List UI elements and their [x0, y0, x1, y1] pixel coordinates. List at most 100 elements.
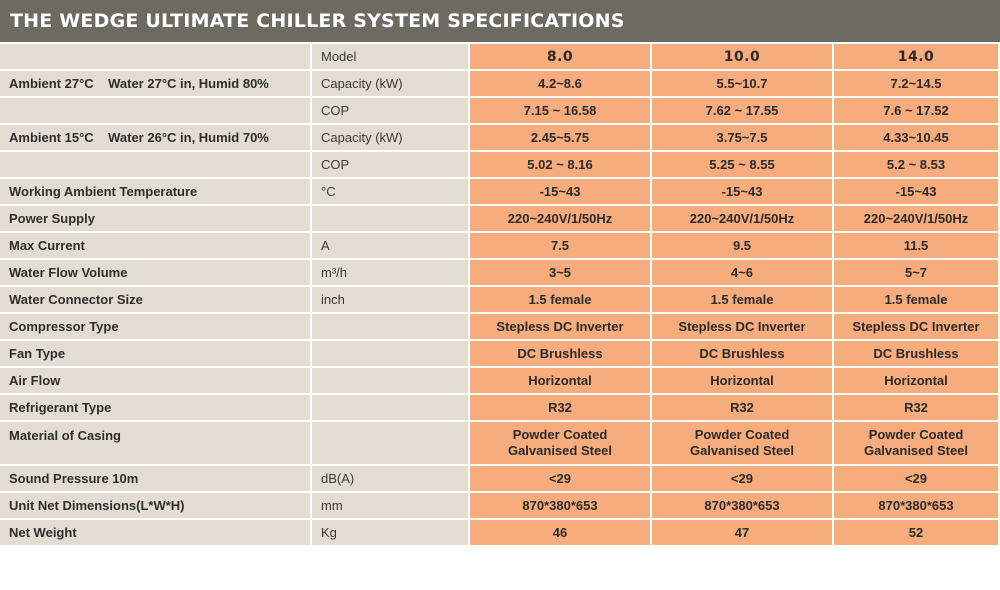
spec-label: Max Current [0, 233, 312, 260]
spec-unit: dB(A) [312, 466, 470, 493]
spec-value: 5.25 ~ 8.55 [652, 152, 834, 179]
spec-value: Horizontal [652, 368, 834, 395]
spec-value-line: Powder Coated [512, 427, 608, 442]
spec-unit [312, 422, 470, 466]
spec-value: 52 [834, 520, 1000, 547]
spec-unit: COP [312, 98, 470, 125]
spec-value: DC Brushless [652, 341, 834, 368]
spec-unit [312, 341, 470, 368]
spec-value: <29 [834, 466, 1000, 493]
table-row: Air Flow Horizontal Horizontal Horizontal [0, 368, 1000, 395]
table-row: Material of Casing Powder Coated Galvanise… [0, 422, 1000, 466]
spec-value: 5.2 ~ 8.53 [834, 152, 1000, 179]
spec-value-line: Galvanised Steel [507, 443, 613, 458]
spec-unit [312, 368, 470, 395]
spec-unit [312, 314, 470, 341]
spec-label: Unit Net Dimensions(L*W*H) [0, 493, 312, 520]
spec-value: 46 [470, 520, 652, 547]
spec-value: 7.2~14.5 [834, 71, 1000, 98]
spec-value: 870*380*653 [470, 493, 652, 520]
table-row: Working Ambient Temperature °C -15~43 -15~4… [0, 179, 1000, 206]
spec-value: R32 [652, 395, 834, 422]
spec-value: 220~240V/1/50Hz [834, 206, 1000, 233]
table-row: Water Flow Volume m³/h 3~5 4~6 5~7 [0, 260, 1000, 287]
spec-unit: Capacity (kW) [312, 125, 470, 152]
table-row: Refrigerant Type R32 R32 R32 [0, 395, 1000, 422]
spec-label: Sound Pressure 10m [0, 466, 312, 493]
model-10-header: 10.0 [652, 44, 834, 71]
spec-label: Ambient 27°C Water 27°C in, Humid 80% [0, 71, 312, 98]
spec-value: 5.5~10.7 [652, 71, 834, 98]
spec-value: 4~6 [652, 260, 834, 287]
spec-value: <29 [470, 466, 652, 493]
spec-unit: m³/h [312, 260, 470, 287]
spec-label: Ambient 15°C Water 26°C in, Humid 70% [0, 125, 312, 152]
spec-label: Working Ambient Temperature [0, 179, 312, 206]
spec-value: Stepless DC Inverter [652, 314, 834, 341]
spec-unit [312, 206, 470, 233]
spec-value: -15~43 [470, 179, 652, 206]
spec-value: R32 [834, 395, 1000, 422]
spec-value: 4.33~10.45 [834, 125, 1000, 152]
spec-value: -15~43 [652, 179, 834, 206]
spec-value: 1.5 female [470, 287, 652, 314]
spec-value-line: Galvanised Steel [863, 443, 969, 458]
spec-value: <29 [652, 466, 834, 493]
spec-label: Fan Type [0, 341, 312, 368]
spec-value: Horizontal [470, 368, 652, 395]
spec-value: 870*380*653 [834, 493, 1000, 520]
spec-value: R32 [470, 395, 652, 422]
spec-value: DC Brushless [834, 341, 1000, 368]
model-14-header: 14.0 [834, 44, 1000, 71]
spec-value: Powder Coated Galvanised Steel [652, 422, 834, 466]
page-title: THE WEDGE ULTIMATE CHILLER SYSTEM SPECIF… [0, 0, 1000, 42]
spec-value-line: Powder Coated [868, 427, 964, 442]
spec-unit [312, 395, 470, 422]
spec-value: Stepless DC Inverter [470, 314, 652, 341]
spec-label [0, 152, 312, 179]
spec-value: Powder Coated Galvanised Steel [834, 422, 1000, 466]
table-row: Net Weight Kg 46 47 52 [0, 520, 1000, 547]
spec-unit: COP [312, 152, 470, 179]
table-row: Ambient 15°C Water 26°C in, Humid 70% Cap… [0, 125, 1000, 152]
spec-label: Power Supply [0, 206, 312, 233]
header-label-cell [0, 44, 312, 71]
spec-label: Air Flow [0, 368, 312, 395]
table-row: COP 7.15 ~ 16.58 7.62 ~ 17.55 7.6 ~ 17.52 [0, 98, 1000, 125]
spec-value: 870*380*653 [652, 493, 834, 520]
spec-value: DC Brushless [470, 341, 652, 368]
spec-value: -15~43 [834, 179, 1000, 206]
spec-value: 7.15 ~ 16.58 [470, 98, 652, 125]
table-row: Ambient 27°C Water 27°C in, Humid 80% Cap… [0, 71, 1000, 98]
spec-unit: mm [312, 493, 470, 520]
spec-label: Compressor Type [0, 314, 312, 341]
spec-unit: A [312, 233, 470, 260]
spec-value: 11.5 [834, 233, 1000, 260]
spec-value: 47 [652, 520, 834, 547]
spec-value: 7.6 ~ 17.52 [834, 98, 1000, 125]
table-row: Unit Net Dimensions(L*W*H) mm 870*380*653 8… [0, 493, 1000, 520]
spec-unit: °C [312, 179, 470, 206]
spec-value: 5.02 ~ 8.16 [470, 152, 652, 179]
spec-value: 2.45~5.75 [470, 125, 652, 152]
spec-value: Powder Coated Galvanised Steel [470, 422, 652, 466]
table-row: Sound Pressure 10m dB(A) <29 <29 <29 [0, 466, 1000, 493]
model-header-label: Model [312, 44, 470, 71]
spec-value: 1.5 female [834, 287, 1000, 314]
table-row: Max Current A 7.5 9.5 11.5 [0, 233, 1000, 260]
spec-value: 220~240V/1/50Hz [652, 206, 834, 233]
spec-value-line: Powder Coated [694, 427, 790, 442]
spec-value: 7.62 ~ 17.55 [652, 98, 834, 125]
spec-value: 9.5 [652, 233, 834, 260]
spec-label: Net Weight [0, 520, 312, 547]
spec-value-line: Galvanised Steel [689, 443, 795, 458]
table-row: COP 5.02 ~ 8.16 5.25 ~ 8.55 5.2 ~ 8.53 [0, 152, 1000, 179]
spec-value: 3.75~7.5 [652, 125, 834, 152]
spec-value: 4.2~8.6 [470, 71, 652, 98]
spec-value: 3~5 [470, 260, 652, 287]
spec-label: Water Connector Size [0, 287, 312, 314]
spec-unit: Kg [312, 520, 470, 547]
spec-label: Material of Casing [0, 422, 312, 466]
spec-value: Stepless DC Inverter [834, 314, 1000, 341]
